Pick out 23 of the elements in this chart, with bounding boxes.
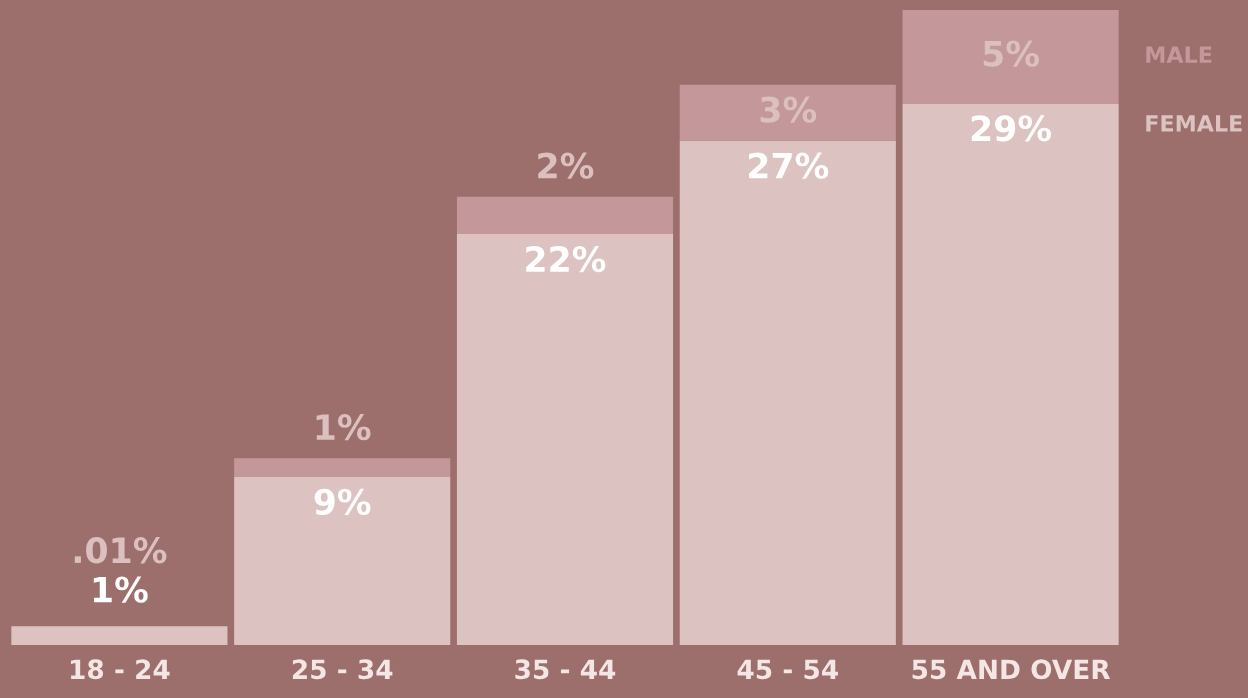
bar [902,103,1119,645]
data-label: 1% [316,414,371,441]
bar [11,626,228,645]
x-tick-label: 25 - 34 [292,659,393,680]
x-tick-label: 35 - 44 [515,659,616,680]
data-label: .01% [74,537,167,564]
bar [902,10,1119,104]
bar [679,84,896,141]
bar [456,196,674,235]
data-label: 1% [93,576,148,603]
data-label: 27% [748,152,829,179]
bar [234,476,451,645]
bar [234,458,451,477]
bar [679,140,896,645]
series-label: FEMALE [1146,115,1242,132]
x-tick-label: 45 - 54 [737,659,838,680]
data-label: 22% [526,245,606,273]
data-label: 2% [538,152,594,179]
data-label: 9% [314,488,371,515]
bar [456,234,674,645]
x-tick-label: 18 - 24 [70,659,170,680]
x-tick-label: 55 AND OVER [912,659,1111,680]
data-label: 29% [971,115,1052,142]
